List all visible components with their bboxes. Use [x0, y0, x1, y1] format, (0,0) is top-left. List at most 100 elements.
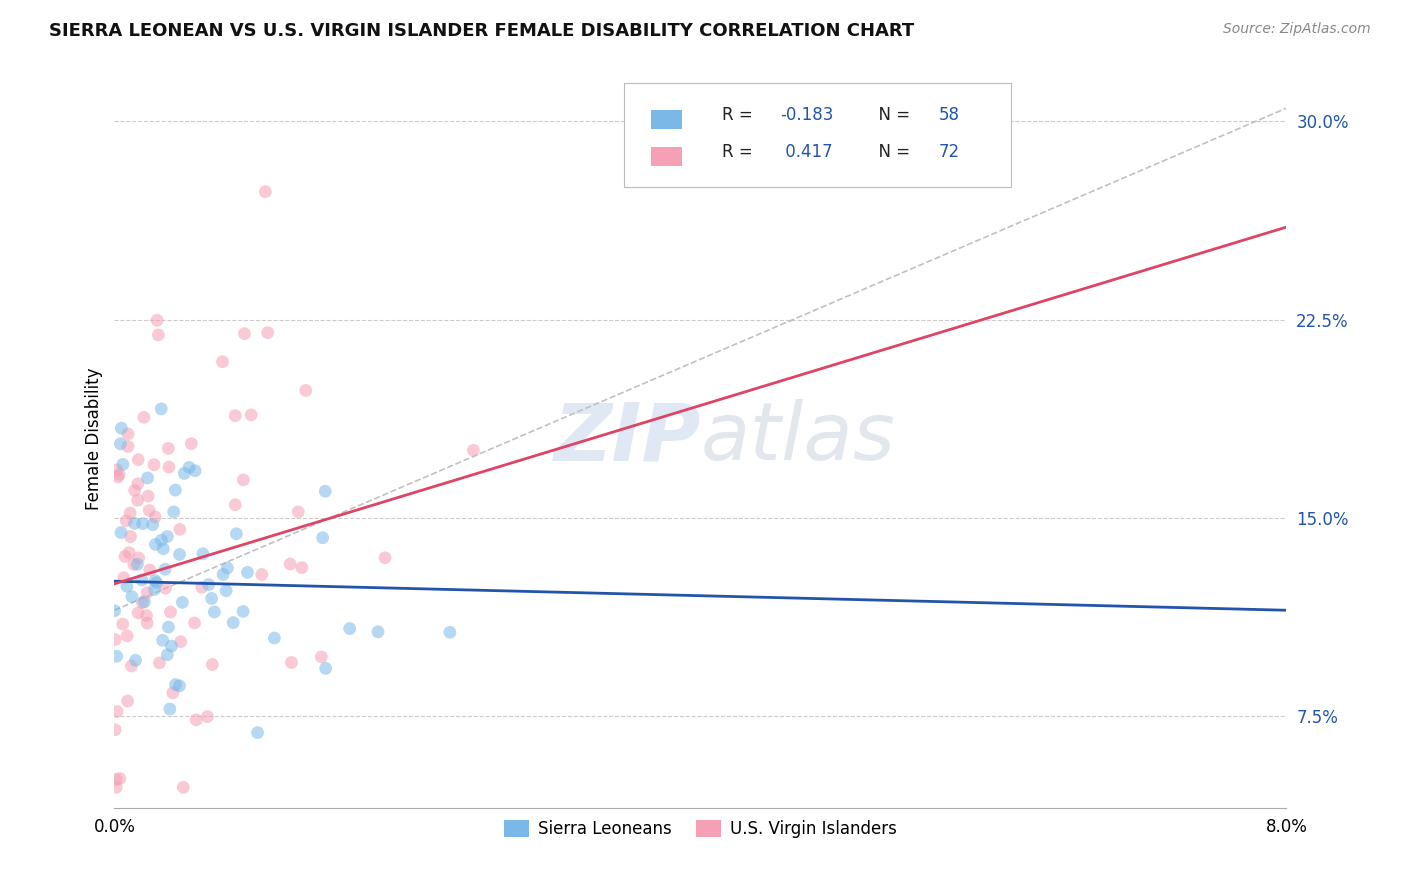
Text: R =: R =: [721, 106, 758, 124]
Text: atlas: atlas: [700, 400, 896, 477]
Point: [156, 648, 179, 662]
Point: [145, 575, 167, 590]
Point: [127, 452, 149, 467]
Point: [202, 605, 225, 619]
Point: [165, 483, 187, 497]
Text: N =: N =: [868, 106, 915, 124]
Point: [169, 522, 191, 536]
Point: [108, 467, 131, 482]
Point: [115, 514, 138, 528]
Point: [180, 436, 202, 450]
Point: [232, 604, 254, 618]
Point: [278, 557, 301, 571]
Point: [118, 546, 141, 560]
Point: [104, 723, 127, 737]
Point: [232, 473, 254, 487]
Point: [233, 326, 256, 341]
Point: [463, 443, 485, 458]
Text: 0.417: 0.417: [780, 143, 832, 161]
Text: R =: R =: [721, 143, 758, 161]
Point: [136, 489, 159, 503]
Point: [291, 560, 314, 574]
Point: [124, 653, 146, 667]
Point: [197, 709, 219, 723]
Point: [374, 550, 396, 565]
Point: [197, 577, 219, 591]
Point: [132, 516, 155, 531]
Point: [124, 483, 146, 498]
Point: [157, 620, 180, 634]
Point: [159, 605, 181, 619]
Point: [157, 460, 180, 475]
Point: [191, 547, 214, 561]
Point: [110, 437, 132, 451]
Point: [105, 780, 128, 795]
Point: [148, 327, 170, 342]
Point: [172, 780, 194, 795]
Point: [136, 616, 159, 631]
Point: [211, 354, 233, 368]
Point: [315, 661, 337, 675]
Point: [201, 657, 224, 672]
Point: [184, 464, 207, 478]
Point: [136, 471, 159, 485]
Point: [186, 713, 208, 727]
Point: [160, 639, 183, 653]
Point: [138, 563, 160, 577]
Point: [311, 649, 333, 664]
Point: [131, 573, 153, 587]
Point: [165, 677, 187, 691]
Point: [120, 659, 142, 673]
Point: [122, 558, 145, 572]
Point: [179, 460, 201, 475]
Point: [222, 615, 245, 630]
Point: [256, 326, 278, 340]
Point: [183, 615, 205, 630]
Point: [105, 772, 128, 787]
Point: [120, 530, 142, 544]
Point: [108, 772, 131, 786]
Point: [150, 533, 173, 548]
Point: [150, 401, 173, 416]
Point: [159, 702, 181, 716]
Point: [117, 694, 139, 708]
FancyBboxPatch shape: [651, 110, 682, 129]
Point: [127, 476, 149, 491]
Point: [224, 498, 246, 512]
Point: [246, 725, 269, 739]
Text: SIERRA LEONEAN VS U.S. VIRGIN ISLANDER FEMALE DISABILITY CORRELATION CHART: SIERRA LEONEAN VS U.S. VIRGIN ISLANDER F…: [49, 22, 914, 40]
Point: [163, 505, 186, 519]
Point: [294, 384, 316, 398]
Y-axis label: Female Disability: Female Disability: [86, 368, 103, 509]
Point: [110, 421, 132, 435]
Point: [240, 408, 263, 422]
Point: [127, 493, 149, 508]
Point: [124, 516, 146, 531]
Point: [280, 656, 302, 670]
Text: ZIP: ZIP: [553, 400, 700, 477]
FancyBboxPatch shape: [651, 146, 682, 166]
Legend: Sierra Leoneans, U.S. Virgin Islanders: Sierra Leoneans, U.S. Virgin Islanders: [498, 813, 903, 845]
Point: [104, 632, 127, 647]
Point: [439, 625, 461, 640]
Point: [121, 590, 143, 604]
Point: [169, 679, 191, 693]
Point: [146, 313, 169, 327]
Point: [138, 503, 160, 517]
Point: [236, 566, 259, 580]
Point: [120, 506, 142, 520]
Point: [162, 686, 184, 700]
Point: [143, 509, 166, 524]
Text: 72: 72: [938, 143, 959, 161]
Point: [117, 439, 139, 453]
Point: [311, 531, 333, 545]
Point: [111, 458, 134, 472]
Point: [134, 595, 156, 609]
Point: [157, 442, 180, 456]
Point: [172, 595, 194, 609]
Point: [110, 525, 132, 540]
Point: [114, 549, 136, 564]
Point: [263, 631, 285, 645]
Point: [225, 526, 247, 541]
Text: -0.183: -0.183: [780, 106, 834, 124]
